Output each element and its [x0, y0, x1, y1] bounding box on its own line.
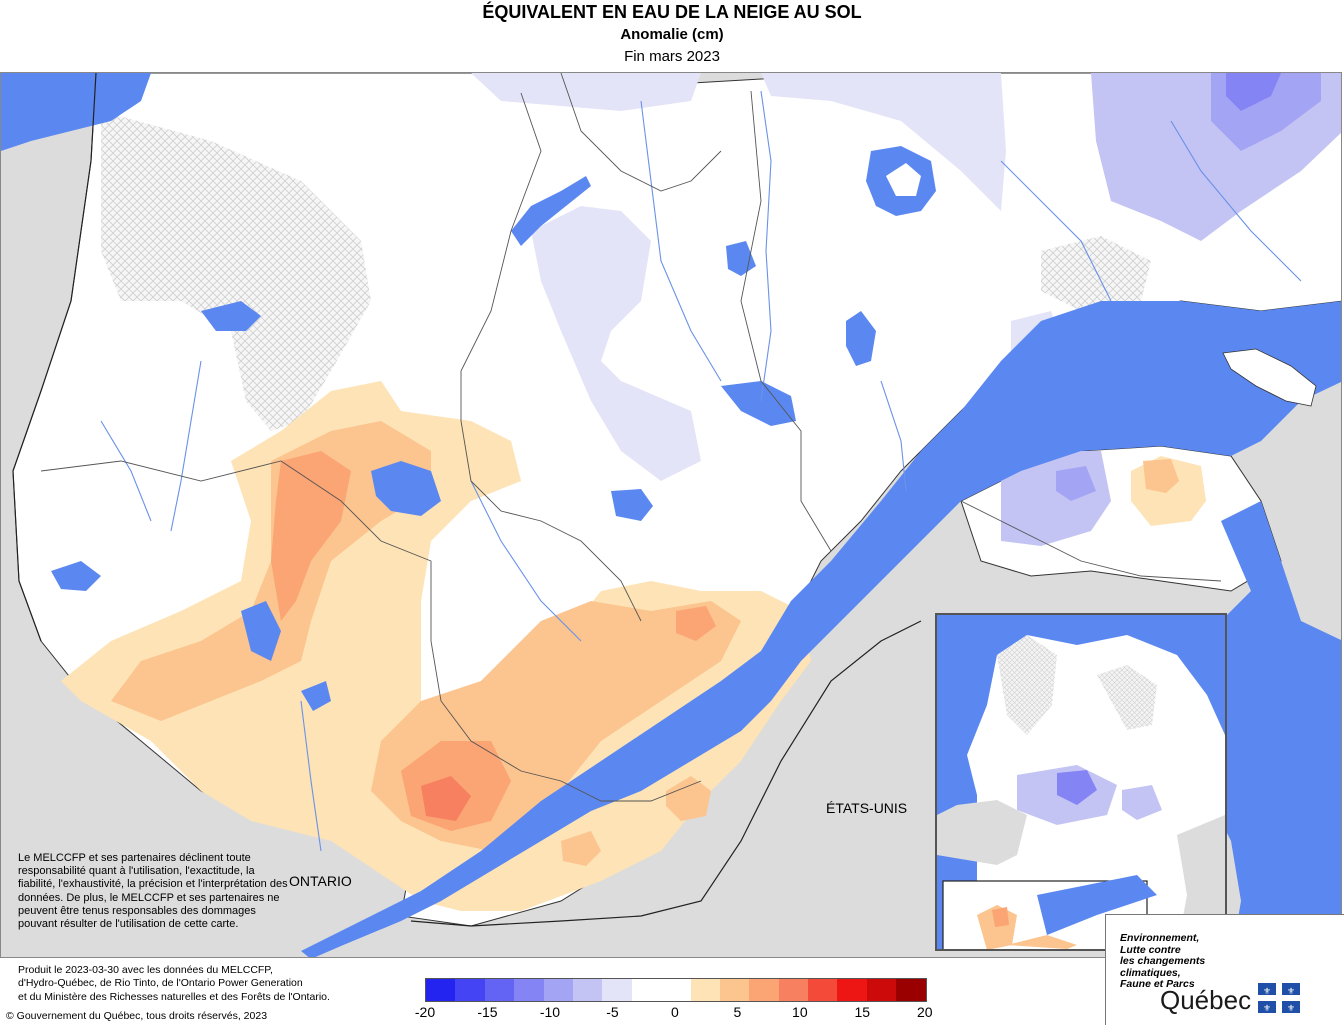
legend-swatch: [778, 979, 809, 1001]
legend-ticks: -20 -15 -10 -5 0 5 10 15 20: [415, 1002, 933, 1020]
anomaly-negative-north: [1226, 73, 1281, 111]
legend-tick-label: 15: [854, 1004, 871, 1020]
ministry-line-3: les changements: [1120, 955, 1206, 967]
inset-map: [935, 613, 1227, 951]
anomaly-negative-north: [761, 73, 1006, 211]
map-period: Fin mars 2023: [624, 48, 720, 65]
legend-swatch: [426, 979, 456, 1001]
anomaly-negative-central: [531, 206, 701, 481]
svg-text:⚜: ⚜: [1263, 1004, 1271, 1013]
legend-swatch: [690, 979, 720, 1001]
anomaly-positive-central: [421, 776, 471, 821]
gulf-of-st-lawrence: [1181, 501, 1341, 957]
anomaly-positive-gaspe: [1143, 459, 1179, 493]
legend-swatch: [866, 979, 897, 1001]
copyright-text: © Gouvernement du Québec, tous droits ré…: [6, 1010, 268, 1022]
provincial-border: [12, 73, 97, 642]
ministry-name: Environnement, Lutte contre les changeme…: [1120, 932, 1206, 991]
legend-swatch: [661, 979, 691, 1001]
anomaly-positive-estrie: [561, 831, 601, 866]
legend-tick-label: -10: [539, 1004, 561, 1020]
legend-swatch: [455, 979, 485, 1001]
svg-text:⚜: ⚜: [1263, 987, 1271, 997]
svg-text:⚜: ⚜: [1287, 1004, 1295, 1013]
label-usa: ÉTATS-UNIS: [826, 800, 908, 816]
legend-tick-label: -20: [414, 1004, 436, 1020]
legend-swatch: [749, 979, 779, 1001]
anomaly-negative-north: [471, 73, 701, 111]
legend-swatch: [514, 979, 544, 1001]
no-data-area-east: [1041, 236, 1151, 311]
legend-swatch: [543, 979, 573, 1001]
legend-swatch: [719, 979, 750, 1001]
region-boundaries: [40, 73, 1222, 802]
legend-swatch: [837, 979, 867, 1001]
ministry-line-1: Environnement,: [1120, 932, 1200, 944]
no-data-area-west: [101, 111, 371, 431]
label-ontario: ONTARIO: [289, 873, 352, 889]
legend-swatch: [484, 979, 515, 1001]
production-note: Produit le 2023-03-30 avec les données d…: [18, 964, 408, 1004]
legend-tick-label: 5: [733, 1004, 742, 1020]
rivers: [100, 90, 1302, 852]
ministry-line-5: Faune et Parcs: [1120, 978, 1195, 990]
legend-swatch: [602, 979, 632, 1001]
legend-tick-label: -5: [606, 1004, 619, 1020]
production-line-3: et du Ministère des Richesses naturelles…: [18, 990, 330, 1003]
legend-color-bar: [425, 978, 927, 1002]
ministry-line-2: Lutte contre: [1120, 943, 1181, 956]
st-lawrence-river: [301, 301, 1341, 957]
anomaly-positive-west: [271, 451, 351, 621]
production-line-1: Produit le 2023-03-30 avec les données d…: [18, 964, 273, 976]
legend-swatch: [896, 979, 926, 1001]
legend-tick-label: -15: [477, 1004, 498, 1020]
production-line-2: d'Hydro-Québec, de Rio Tinto, de l'Ontar…: [18, 977, 303, 990]
map-title: ÉQUIVALENT EN EAU DE LA NEIGE AU SOL: [482, 2, 862, 22]
international-border: [410, 620, 922, 927]
quebec-wordmark: Québec: [1160, 985, 1252, 1015]
anomaly-negative-gaspe: [1056, 466, 1096, 501]
anomaly-positive-west: [111, 421, 431, 721]
legend-tick-label: 20: [917, 1004, 933, 1020]
svg-text:⚜: ⚜: [1287, 987, 1295, 997]
anomaly-positive-estrie: [666, 776, 711, 821]
main-map: [0, 72, 1342, 958]
legend-tick-label: 0: [670, 1004, 679, 1020]
quebec-flag-icon: ⚜ ⚜ ⚜ ⚜: [1258, 983, 1300, 1013]
legend-swatch: [572, 979, 603, 1001]
main-map-canvas: [1, 73, 1341, 957]
anomaly-positive-central: [676, 606, 716, 641]
anticosti-island: [1222, 348, 1317, 407]
ministry-line-4: climatiques,: [1120, 966, 1181, 979]
map-subtitle: Anomalie (cm): [620, 26, 724, 43]
color-legend: -20 -15 -10 -5 0 5 10 15 20: [415, 978, 933, 1020]
legend-swatch: [631, 979, 662, 1001]
legend-swatch: [808, 979, 838, 1001]
inset-map-canvas: [937, 615, 1225, 949]
james-bay: [1, 73, 151, 151]
quebec-logo-block: Environnement, Lutte contre les changeme…: [1105, 914, 1344, 1025]
lakes: [51, 146, 936, 711]
disclaimer-text: Le MELCCFP et ses partenaires déclinent …: [18, 852, 288, 931]
legend-tick-label: 10: [792, 1004, 808, 1020]
